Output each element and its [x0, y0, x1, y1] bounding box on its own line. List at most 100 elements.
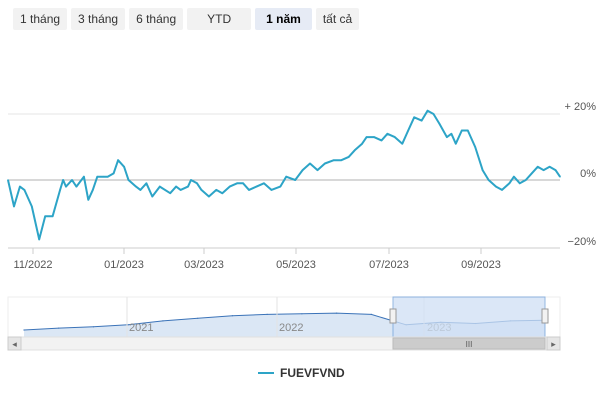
series-data-point [7, 179, 9, 181]
series-data-point [38, 238, 40, 241]
range-button-ytd[interactable]: YTD [187, 8, 252, 30]
navigator-selection[interactable] [392, 296, 546, 338]
series-data-point [106, 175, 109, 178]
series-data-point [365, 136, 368, 138]
series-data-point [413, 116, 416, 119]
x-axis-ticks [32, 248, 482, 254]
series-data-point [285, 175, 288, 178]
series-data-point [519, 182, 521, 185]
series-data-point [407, 129, 410, 132]
series-data-point [87, 199, 90, 201]
series-data-point [23, 189, 26, 191]
series-data-point [190, 179, 192, 181]
series-data-point [353, 149, 356, 152]
series-data-point [401, 142, 404, 145]
series-data-point [559, 175, 561, 178]
series-data-point [159, 185, 161, 188]
navigator-data-point [92, 326, 95, 328]
range-button-1-month[interactable]: 1 tháng [13, 8, 68, 30]
series-data-point [432, 113, 435, 115]
series-data-point [279, 185, 282, 188]
scrollbar-right-button[interactable] [546, 336, 561, 351]
series-data-point [301, 169, 304, 171]
series-data-point [263, 182, 265, 185]
series-data-point [96, 175, 99, 178]
series-data-point [228, 185, 231, 188]
series-data-point [536, 166, 539, 168]
range-button-all[interactable]: tất cả [315, 8, 360, 30]
series-data-point [255, 185, 258, 188]
series-data-point [13, 205, 15, 208]
navigator-handle-left[interactable] [389, 308, 397, 324]
y-tick-label-bottom: −20% [568, 236, 597, 248]
series-data-point [294, 179, 297, 181]
navigator-data-point [301, 313, 303, 315]
series-data-point [236, 182, 238, 185]
series-data-point [19, 185, 21, 188]
series-data-point [175, 185, 177, 188]
legend-label: FUEVFVND [280, 366, 345, 380]
series-data-point [554, 169, 557, 171]
series-data-point [373, 136, 375, 138]
series-data-point [508, 182, 511, 185]
navigator-data-point [197, 317, 199, 319]
series-data-point [117, 159, 119, 161]
series-data-point [187, 185, 189, 188]
series-data-point [112, 172, 115, 175]
legend-line-icon [258, 372, 274, 374]
series-data-point [542, 169, 545, 171]
series-data-point [513, 175, 515, 178]
series-data-point [474, 146, 477, 148]
x-tick-label: 05/2023 [276, 259, 316, 271]
series-points [7, 109, 561, 241]
series-data-point [467, 129, 469, 132]
series-data-point [135, 185, 137, 188]
scrollbar-thumb[interactable] [392, 337, 546, 350]
x-tick-label: 03/2023 [184, 259, 224, 271]
navigator-data-point [58, 327, 60, 329]
series-data-point [169, 192, 171, 194]
series-data-point [270, 189, 273, 191]
series-data-point [316, 169, 319, 171]
series-data-point [380, 139, 383, 142]
y-tick-label-zero: 0% [580, 168, 596, 180]
legend[interactable]: FUEVFVND [258, 366, 345, 380]
series-data-point [525, 179, 527, 181]
series-data-point [200, 189, 203, 191]
series-data-point [102, 175, 104, 178]
series-data-point [347, 156, 350, 158]
range-button-1-year[interactable]: 1 năm [255, 8, 312, 30]
navigator-handle-right[interactable] [541, 308, 549, 324]
x-tick-label: 01/2023 [104, 259, 144, 271]
series-data-point [59, 189, 61, 191]
series-data-point [450, 133, 453, 135]
range-button-6-months[interactable]: 6 tháng [129, 8, 184, 30]
navigator-data-point [23, 329, 25, 331]
chevron-right-icon: ▸ [551, 339, 556, 349]
series-data-point [420, 119, 423, 122]
series-data-point [487, 179, 490, 181]
series-data-point [145, 182, 148, 185]
range-button-3-months[interactable]: 3 tháng [71, 8, 126, 30]
series-data-point [394, 136, 396, 138]
navigator-tick-label: 2022 [279, 322, 303, 334]
series-data-point [548, 166, 551, 168]
series-data-point [333, 159, 335, 161]
navigator-data-point [231, 315, 233, 317]
y-tick-label-top: + 20% [565, 101, 597, 113]
series-data-point [83, 175, 85, 178]
x-tick-label: 11/2022 [14, 259, 53, 271]
series-data-point [75, 185, 78, 188]
series-data-point [44, 215, 46, 218]
series-data-point [51, 215, 54, 218]
chevron-left-icon: ◂ [12, 339, 17, 349]
scrollbar-left-button[interactable] [7, 336, 22, 351]
series-data-point [179, 189, 182, 191]
navigator-data-point [266, 313, 268, 315]
series-data-point [215, 189, 218, 191]
series-data-point [455, 142, 457, 145]
series-data-point [139, 189, 142, 191]
navigator-data-point [370, 313, 372, 315]
scrollbar-grip-icon: III [466, 340, 473, 349]
series-data-point [361, 142, 363, 145]
